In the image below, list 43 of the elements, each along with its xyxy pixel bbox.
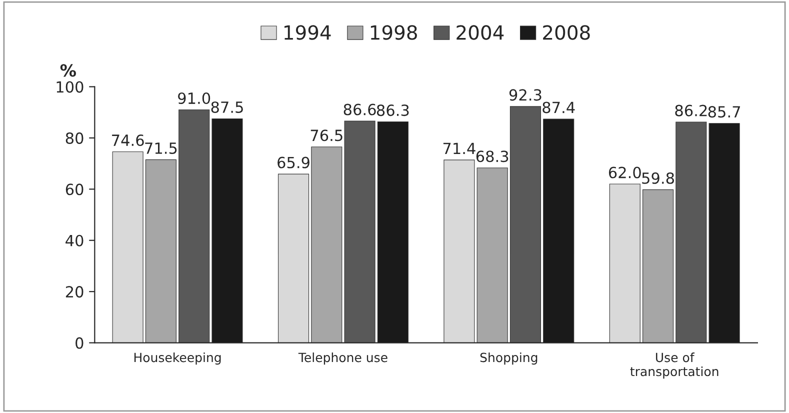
y-axis-title: % [60,64,76,77]
legend-label: 1994 [284,25,331,40]
data-label: 92.3 [509,89,542,101]
bar [444,160,475,343]
data-label: 71.4 [443,142,476,154]
bar [642,189,674,343]
legend-label: 2008 [543,25,590,40]
x-tick-label: Shopping [480,352,538,365]
bar [609,184,640,343]
data-label: 62.0 [608,166,641,178]
data-label: 76.5 [310,130,342,142]
data-label: 86.3 [376,104,409,116]
data-label: 87.4 [542,102,575,114]
y-tick-label: 40 [66,234,84,246]
legend-label: 1998 [370,25,417,40]
data-label: 86.6 [344,104,376,116]
x-tick-label: Use of transportation [630,352,718,379]
bar [344,120,376,343]
y-tick-label: 80 [66,132,84,144]
legend-label: 2004 [456,25,504,40]
data-label: 74.6 [112,134,144,146]
bar [676,122,707,343]
data-label: 65.9 [278,156,310,168]
bar [278,174,310,343]
data-label: 86.2 [675,104,707,116]
data-label: 85.7 [708,106,740,118]
x-tick-label: Housekeeping [134,352,221,365]
y-tick-label: 100 [56,81,84,93]
y-tick-label: 60 [66,184,84,196]
bar [145,159,176,343]
bar [178,109,210,343]
data-label: 91.0 [178,92,210,104]
y-tick-label: 0 [76,337,84,349]
bar [311,146,342,343]
x-tick-label: Telephone use [298,352,388,365]
data-label: 68.3 [476,150,508,162]
bar [112,151,144,343]
y-tick-label: 20 [66,286,84,298]
data-label: 59.8 [642,172,674,184]
bar [476,168,508,343]
data-label: 87.5 [211,101,243,113]
data-label: 71.5 [145,142,177,154]
bar [510,106,541,343]
